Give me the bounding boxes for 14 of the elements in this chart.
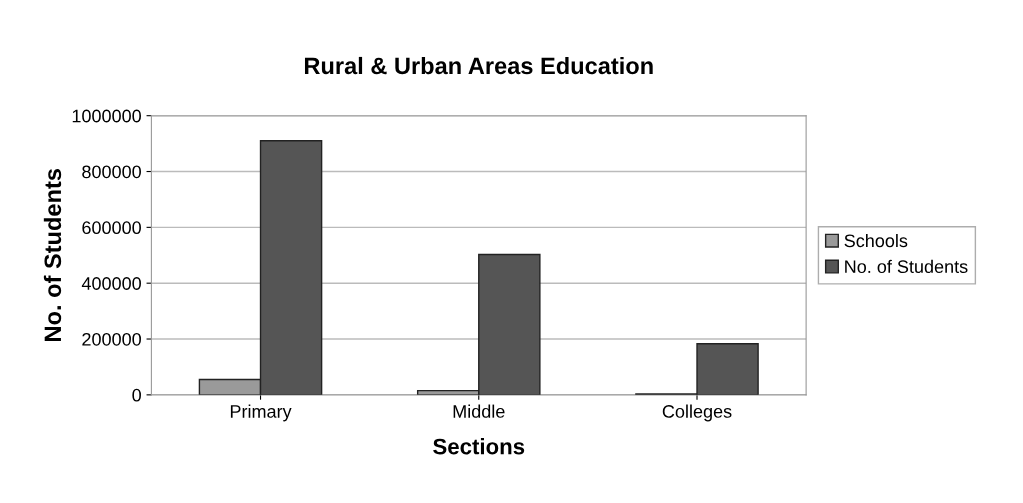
legend-label: Schools bbox=[844, 233, 908, 248]
y-tick-label: 800000 bbox=[82, 165, 141, 179]
x-tick-label: Colleges bbox=[662, 404, 732, 422]
x-tick-label: Middle bbox=[453, 404, 505, 418]
x-axis-title: Sections bbox=[433, 438, 525, 455]
x-tick-label: Primary bbox=[230, 404, 292, 422]
chart-title: Rural & Urban Areas Education bbox=[304, 56, 653, 75]
y-tick-label: 1000000 bbox=[72, 109, 141, 123]
y-tick-label: 200000 bbox=[82, 332, 141, 346]
y-axis-title: No. of Students bbox=[43, 169, 62, 341]
y-tick-label: 600000 bbox=[82, 221, 141, 235]
legend-label: No. of Students bbox=[845, 259, 968, 274]
y-tick-label: 400000 bbox=[81, 277, 141, 290]
y-tick-label: 0 bbox=[132, 388, 141, 402]
